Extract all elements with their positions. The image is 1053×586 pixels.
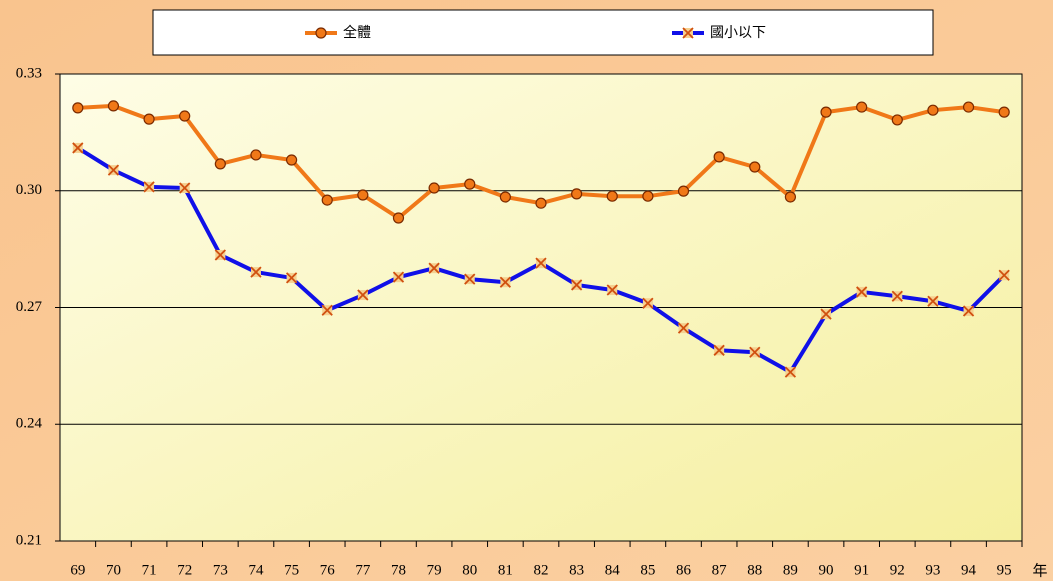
point — [891, 290, 903, 302]
x-tick-label: 69 — [70, 562, 85, 578]
point — [856, 286, 868, 298]
x-tick-label: 76 — [320, 562, 336, 578]
point — [214, 249, 226, 261]
point — [250, 149, 262, 161]
point — [856, 101, 868, 113]
point — [72, 102, 84, 114]
point — [250, 266, 262, 278]
x-tick-label: 82 — [534, 562, 549, 578]
point — [927, 104, 939, 116]
point — [713, 344, 725, 356]
x-axis-label: 年 — [1032, 562, 1047, 580]
x-tick-label: 93 — [925, 562, 940, 578]
y-tick-label: 0.30 — [16, 182, 42, 198]
point — [214, 158, 226, 170]
point — [962, 101, 975, 113]
point — [998, 269, 1010, 281]
point — [357, 289, 369, 301]
x-tick-label: 70 — [106, 562, 121, 578]
point — [72, 142, 84, 154]
point — [321, 304, 333, 316]
point — [749, 161, 761, 173]
point — [392, 212, 405, 224]
point — [179, 182, 191, 194]
point — [606, 284, 618, 296]
x-tick-label: 87 — [712, 562, 728, 578]
point — [962, 305, 975, 317]
point — [143, 113, 155, 125]
point — [428, 262, 440, 274]
point — [749, 346, 761, 358]
point — [642, 190, 654, 202]
x-tick-label: 91 — [854, 562, 869, 578]
point — [315, 27, 327, 39]
x-tick-label: 88 — [747, 562, 762, 578]
point — [784, 191, 797, 203]
x-tick-label: 95 — [997, 562, 1012, 578]
point — [357, 189, 369, 201]
point — [927, 295, 939, 307]
point — [392, 271, 405, 283]
point — [499, 191, 511, 203]
point — [143, 181, 155, 193]
point — [891, 114, 903, 126]
y-tick-label: 0.21 — [16, 532, 42, 548]
point — [784, 366, 797, 378]
x-tick-label: 77 — [355, 562, 371, 578]
point — [107, 164, 120, 176]
y-tick-label: 0.33 — [16, 65, 42, 81]
point — [570, 279, 583, 291]
x-tick-label: 79 — [427, 562, 442, 578]
x-tick-label: 74 — [248, 562, 264, 578]
x-tick-label: 83 — [569, 562, 584, 578]
point — [998, 106, 1010, 118]
point — [535, 257, 547, 269]
point — [464, 273, 476, 285]
point — [642, 297, 654, 309]
x-tick-label: 72 — [177, 562, 192, 578]
x-tick-label: 84 — [605, 562, 621, 578]
point — [820, 308, 832, 320]
point — [285, 154, 298, 166]
x-tick-label: 92 — [890, 562, 905, 578]
point — [571, 188, 583, 200]
x-tick-label: 90 — [819, 562, 834, 578]
point — [713, 151, 725, 163]
x-tick-label: 73 — [213, 562, 228, 578]
x-tick-label: 85 — [640, 562, 655, 578]
legend-label: 國小以下 — [710, 25, 766, 41]
point — [677, 322, 690, 334]
legend — [152, 9, 934, 56]
x-tick-label: 78 — [391, 562, 406, 578]
x-tick-label: 86 — [676, 562, 692, 578]
point — [820, 106, 832, 118]
x-tick-label: 81 — [498, 562, 513, 578]
point — [606, 190, 618, 202]
point — [682, 27, 694, 39]
point — [535, 197, 547, 209]
point — [677, 185, 690, 197]
point — [499, 276, 512, 288]
x-tick-label: 94 — [961, 562, 977, 578]
point — [321, 194, 333, 206]
x-tick-label: 80 — [462, 562, 477, 578]
point — [285, 272, 298, 284]
y-tick-label: 0.27 — [16, 299, 43, 315]
x-tick-label: 71 — [142, 562, 157, 578]
point — [179, 110, 191, 122]
x-tick-label: 89 — [783, 562, 798, 578]
point — [428, 182, 440, 194]
legend-label: 全體 — [343, 24, 371, 41]
point — [464, 178, 476, 190]
x-tick-label: 75 — [284, 562, 299, 578]
y-tick-label: 0.24 — [16, 416, 43, 432]
point — [107, 100, 120, 112]
